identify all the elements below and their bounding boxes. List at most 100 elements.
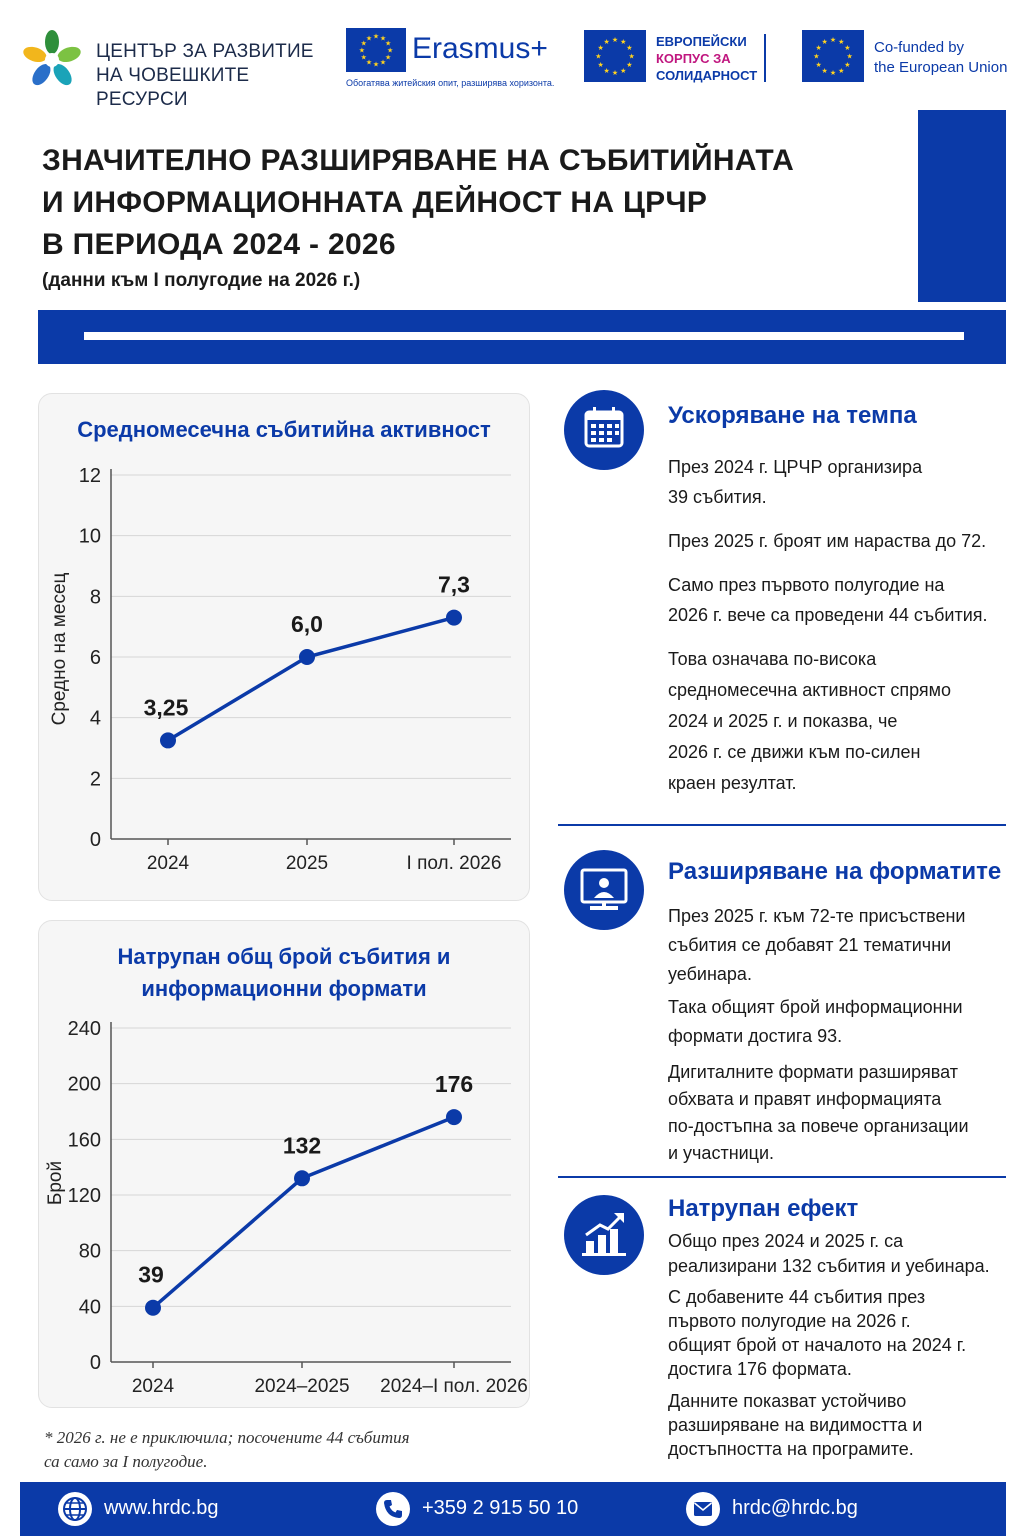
- text-line: Данните показват устойчиво: [668, 1391, 907, 1411]
- footnote: * 2026 г. не е приключила; посочените 44…: [44, 1426, 524, 1474]
- y-tick-label: 120: [68, 1185, 101, 1207]
- eu-star-icon: ★: [373, 32, 379, 40]
- page-title-line2: И ИНФОРМАЦИОННАТА ДЕЙНОСТ НА ЦРЧР: [42, 186, 708, 219]
- eu-star-icon: ★: [380, 59, 386, 67]
- text-line: Това означава по-висока: [668, 649, 877, 669]
- eu-flag-icon: ★ ★ ★ ★ ★ ★ ★ ★ ★ ★ ★ ★: [802, 30, 864, 82]
- y-tick-label: 160: [68, 1129, 101, 1151]
- hrdc-logo-text: ЦЕНТЪР ЗА РАЗВИТИЕ НА ЧОВЕШКИТЕ РЕСУРСИ: [96, 40, 320, 112]
- decorative-blue-block: [918, 110, 1006, 302]
- footer-contact-bar: www.hrdc.bg +359 2 915 50 10 hrdc@hrdc.b…: [20, 1482, 1006, 1536]
- eu-star-icon: ★: [361, 54, 367, 62]
- cofund-text: Co-funded by the European Union: [874, 38, 1007, 78]
- eu-star-icon: ★: [359, 47, 365, 55]
- website-link[interactable]: www.hrdc.bg: [58, 1490, 258, 1528]
- phone-text: +359 2 915 50 10: [422, 1497, 579, 1519]
- section-body: През 2024 г. ЦРЧР организира 39 събития.…: [668, 452, 1008, 799]
- text-line: 2026 г. вече са проведени 44 събития.: [668, 605, 988, 625]
- section-heading: Натрупан ефект: [668, 1195, 859, 1222]
- text-line: краен резултат.: [668, 773, 797, 793]
- eu-star-icon: ★: [620, 38, 626, 46]
- hrdc-logo-line2: НА ЧОВЕШКИТЕ РЕСУРСИ: [96, 65, 250, 110]
- x-tick-label: 2024: [132, 1376, 175, 1397]
- section-paragraph: Дигиталните формати разширяват обхвата и…: [668, 1059, 1008, 1167]
- text-line: 2026 г. се движи към по-силен: [668, 742, 921, 762]
- data-label: 132: [283, 1132, 321, 1158]
- eu-star-icon: ★: [846, 53, 852, 61]
- data-point: [145, 1299, 161, 1316]
- chart2-title-line1: Натрупан общ брой събития и: [117, 944, 451, 969]
- section-paragraph: През 2025 г. броят им нараства до 72.: [668, 526, 1008, 556]
- data-point: [160, 732, 176, 749]
- eu-star-icon: ★: [385, 39, 391, 47]
- eu-star-icon: ★: [597, 44, 603, 52]
- esc-line2: КОРПУС ЗА: [656, 51, 731, 66]
- data-label: 6,0: [291, 611, 323, 637]
- eu-star-icon: ★: [380, 34, 386, 42]
- hrdc-logo: ЦЕНТЪР ЗА РАЗВИТИЕ НА ЧОВЕШКИТЕ РЕСУРСИ: [20, 28, 320, 110]
- section-body: През 2025 г. към 72-те присъствени събит…: [668, 902, 1008, 1167]
- eu-star-icon: ★: [844, 61, 850, 69]
- esc-line1: ЕВРОПЕЙСКИ: [656, 34, 747, 49]
- y-tick-label: 80: [79, 1241, 101, 1263]
- data-point: [446, 1109, 462, 1126]
- data-point: [446, 609, 462, 626]
- section-paragraph: През 2024 г. ЦРЧР организира 39 събития.: [668, 452, 1008, 512]
- eu-star-icon: ★: [628, 53, 634, 61]
- globe-icon: [58, 1492, 92, 1526]
- section-paragraph: През 2025 г. към 72-те присъствени събит…: [668, 902, 1008, 989]
- footnote-line2: са само за I полугодие.: [44, 1452, 208, 1471]
- y-tick-label: 6: [90, 647, 101, 669]
- x-tick-label: 2024: [147, 853, 190, 874]
- text-line: общият брой от началото на 2024 г.: [668, 1335, 967, 1355]
- page-title-line1: ЗНАЧИТЕЛНО РАЗШИРЯВАНЕ НА СЪБИТИЙНАТА: [42, 144, 795, 177]
- eu-star-icon: ★: [597, 61, 603, 69]
- eu-star-icon: ★: [822, 38, 828, 46]
- text-line: През 2024 г. ЦРЧР организира: [668, 457, 923, 477]
- y-tick-label: 10: [79, 526, 101, 548]
- section-paragraph: Данните показват устойчиво разширяване н…: [668, 1389, 1008, 1461]
- y-tick-label: 200: [68, 1074, 101, 1096]
- cofund-line2: the European Union: [874, 59, 1008, 76]
- erasmus-logo: ★ ★ ★ ★ ★ ★ ★ ★ ★ ★ ★ ★ Erasmus+ Обогатява житейски…: [346, 28, 566, 92]
- decorative-white-line: [84, 332, 964, 340]
- y-axis-label: Средно на месец: [49, 572, 70, 725]
- y-axis-label: Брой: [45, 1161, 66, 1205]
- solidarity-corps-logo: ★ ★ ★ ★ ★ ★ ★ ★ ★ ★ ★ ★ ЕВРОПЕЙСКИ КОРПУС ЗА СОЛИДА…: [584, 30, 774, 86]
- eu-star-icon: ★: [385, 54, 391, 62]
- eu-flag-icon: ★ ★ ★ ★ ★ ★ ★ ★ ★ ★ ★ ★: [346, 28, 406, 72]
- eu-star-icon: ★: [612, 69, 618, 77]
- text-line: Общо през 2024 и 2025 г. са: [668, 1231, 904, 1251]
- y-tick-label: 40: [79, 1296, 101, 1318]
- phone-link[interactable]: +359 2 915 50 10: [376, 1490, 616, 1528]
- page-subtitle: (данни към I полугодие на 2026 г.): [42, 270, 361, 291]
- section-formats: Разширяване на форматите През 2025 г. къ…: [558, 850, 1008, 1170]
- eu-star-icon: ★: [830, 69, 836, 77]
- text-line: и участници.: [668, 1143, 775, 1163]
- eu-star-icon: ★: [604, 38, 610, 46]
- cofund-line1: Co-funded by: [874, 39, 965, 56]
- mail-icon: [686, 1492, 720, 1526]
- eu-star-icon: ★: [815, 44, 821, 52]
- eu-star-icon: ★: [595, 53, 601, 61]
- data-label: 3,25: [144, 694, 189, 720]
- email-link[interactable]: hrdc@hrdc.bg: [686, 1490, 906, 1528]
- text-line: През 2025 г. броят им нараства до 72.: [668, 531, 987, 551]
- text-line: Само през първото полугодие на: [668, 575, 945, 595]
- eu-star-icon: ★: [612, 36, 618, 44]
- website-text: www.hrdc.bg: [104, 1497, 219, 1519]
- section-paragraph: Само през първото полугодие на 2026 г. в…: [668, 570, 1008, 630]
- eu-star-icon: ★: [361, 39, 367, 47]
- text-line: достъпността на програмите.: [668, 1439, 914, 1459]
- decorative-blue-band: [38, 310, 1006, 364]
- data-label: 7,3: [438, 572, 470, 598]
- eu-flag-icon: ★ ★ ★ ★ ★ ★ ★ ★ ★ ★ ★ ★: [584, 30, 646, 82]
- x-tick-label: 2025: [286, 853, 328, 874]
- cumulative-events-chart-card: Натрупан общ брой събития и информационн…: [38, 920, 530, 1408]
- text-line: реализирани 132 събития и уебинара.: [668, 1256, 990, 1276]
- section-cumulative-effect: Натрупан ефект Общо през 2024 и 2025 г. …: [558, 1195, 1008, 1475]
- erasmus-name: Erasmus+: [412, 32, 548, 65]
- eu-star-icon: ★: [626, 44, 632, 52]
- data-point: [299, 649, 315, 665]
- logo-bar: ЦЕНТЪР ЗА РАЗВИТИЕ НА ЧОВЕШКИТЕ РЕСУРСИ …: [20, 24, 1010, 110]
